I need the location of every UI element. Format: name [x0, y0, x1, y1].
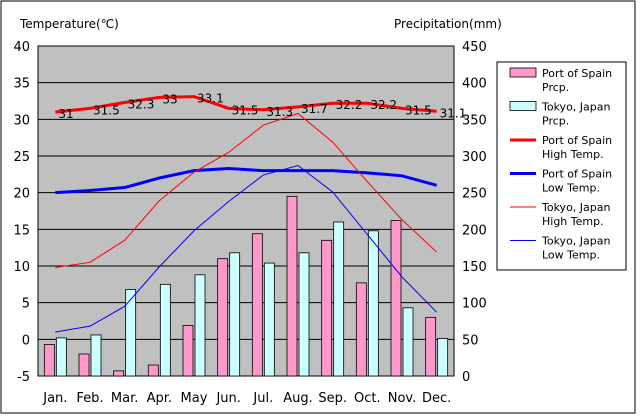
bar-tokyo-prcp [229, 252, 241, 377]
bar-tokyo-prcp [437, 338, 449, 377]
data-label: 31.1 [440, 106, 467, 120]
bar-port-of-spain-prcp [182, 324, 194, 377]
x-tick-label: Jul. [252, 391, 273, 406]
line-port-of-spain-high [55, 95, 437, 114]
bar-tokyo-prcp [125, 289, 137, 377]
right-tick-label: 400 [462, 77, 487, 92]
precipitation-bars [43, 195, 449, 377]
left-tick-label: 15 [13, 223, 30, 238]
legend-label: Tokyo, Japan [541, 235, 610, 248]
data-label: 31.5 [405, 103, 432, 117]
left-tick-label: 10 [13, 260, 30, 275]
legend-label: Tokyo, Japan [541, 101, 610, 114]
legend-label: Tokyo, Japan [541, 201, 610, 214]
left-axis-title: Temperature(℃) [19, 17, 119, 31]
bar-tokyo-prcp [90, 334, 102, 377]
x-tick-label: Nov. [388, 391, 417, 406]
right-tick-label: 50 [462, 333, 479, 348]
left-tick-label: -5 [17, 370, 30, 385]
bar-port-of-spain-prcp [113, 370, 125, 377]
bar-port-of-spain-prcp [217, 258, 229, 377]
x-axis-ticks: Jan. Feb. Mar. Apr. May Jun. Jul. Aug. Sep. Oct. N… [42, 391, 451, 406]
x-tick-label: Feb. [76, 391, 103, 406]
data-label: 31 [58, 107, 73, 121]
x-tick-label: Mar. [111, 391, 138, 406]
legend-label: Prcp. [542, 115, 569, 128]
left-tick-label: 25 [13, 150, 30, 165]
gridlines [38, 82, 454, 340]
left-tick-label: 30 [13, 113, 30, 128]
bar-port-of-spain-prcp [147, 364, 159, 377]
right-axis-title: Precipitation(mm) [394, 17, 502, 31]
legend-box [496, 61, 627, 271]
legend-label: Port of Spain [542, 168, 612, 181]
legend-label: Prcp. [542, 81, 569, 94]
legend-swatch [509, 67, 537, 78]
legend-label: Port of Spain [542, 67, 612, 80]
bar-tokyo-prcp [55, 337, 67, 377]
data-label: 31.7 [301, 102, 328, 116]
legend-label: High Temp. [542, 148, 604, 161]
line-tokyo-low [55, 164, 438, 333]
legend-label: Port of Spain [542, 134, 612, 147]
bar-port-of-spain-prcp [286, 195, 298, 377]
x-tick-label: Sep. [318, 391, 347, 406]
right-tick-label: 450 [462, 40, 487, 55]
right-tick-label: 150 [462, 260, 487, 275]
data-label: 31.5 [93, 103, 120, 117]
plot-area [37, 45, 455, 377]
temperature-lines [55, 95, 438, 333]
bar-tokyo-prcp [333, 221, 345, 377]
bar-port-of-spain-prcp [355, 282, 367, 377]
bar-tokyo-prcp [298, 252, 310, 377]
left-tick-label: 40 [13, 40, 30, 55]
x-tick-label: Dec. [422, 391, 451, 406]
line-port-of-spain-low [55, 166, 438, 195]
left-tick-label: 0 [22, 333, 30, 348]
bar-port-of-spain-prcp [425, 316, 437, 377]
bar-tokyo-prcp [194, 274, 206, 377]
x-tick-label: Jan. [42, 391, 67, 406]
right-axis-ticks: 450 400 350 300 250 200 150 100 50 0 [462, 40, 487, 385]
left-tick-label: 20 [13, 187, 30, 202]
right-tick-label: 300 [462, 150, 487, 165]
data-labels: 31 31.5 32.3 33 33.1 31.5 31.3 31.7 32.2 32.2 31.5… [58, 92, 466, 121]
data-label: 31.5 [232, 103, 259, 117]
left-tick-label: 5 [22, 297, 30, 312]
data-label: 33.1 [197, 92, 224, 106]
x-tick-label: Aug. [283, 391, 313, 406]
legend-label: Low Temp. [542, 249, 600, 262]
left-tick-label: 35 [13, 77, 30, 92]
data-label: 32.2 [370, 98, 397, 112]
data-label: 33 [162, 92, 177, 106]
data-label: 32.3 [128, 97, 155, 111]
bar-port-of-spain-prcp [251, 233, 263, 377]
bar-port-of-spain-prcp [321, 239, 333, 377]
bar-tokyo-prcp [367, 230, 379, 377]
x-tick-label: Apr. [147, 391, 172, 406]
right-tick-label: 350 [462, 113, 487, 128]
left-axis-ticks: 40 35 30 25 20 15 10 5 0 -5 [13, 40, 30, 385]
legend-label: Low Temp. [542, 182, 600, 195]
legend-swatch [509, 101, 537, 111]
x-tick-label: Jun. [215, 391, 240, 406]
data-label: 32.2 [336, 98, 363, 112]
bar-port-of-spain-prcp [78, 353, 90, 377]
right-tick-label: 250 [462, 187, 487, 202]
legend-label: High Temp. [542, 215, 604, 228]
bar-port-of-spain-prcp [43, 344, 55, 377]
bar-port-of-spain-prcp [390, 220, 402, 377]
x-tick-label: May [181, 391, 208, 406]
right-tick-label: 200 [462, 223, 487, 238]
right-tick-label: 100 [462, 297, 487, 312]
line-tokyo-high [55, 112, 438, 268]
bar-tokyo-prcp [263, 262, 275, 377]
bar-tokyo-prcp [159, 283, 171, 377]
right-tick-label: 0 [462, 370, 470, 385]
data-label: 31.3 [266, 105, 293, 119]
bar-tokyo-prcp [402, 307, 414, 377]
x-tick-label: Oct. [354, 391, 381, 406]
